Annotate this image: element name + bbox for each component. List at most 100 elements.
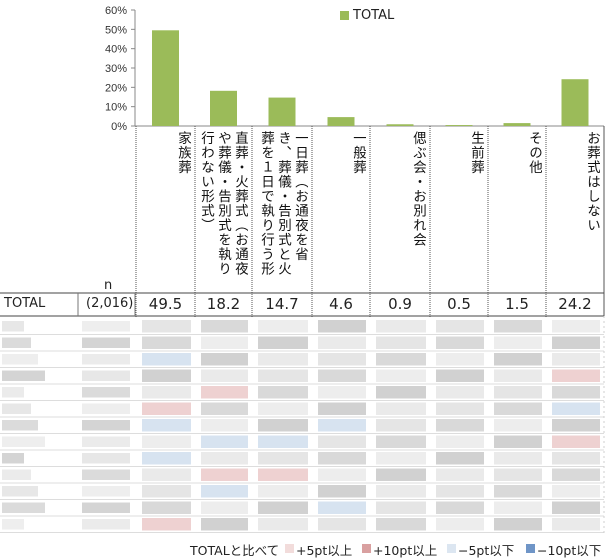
legend-swatch-minus5 <box>447 544 456 553</box>
blurred-cell <box>494 518 542 531</box>
category-label-4: 一般葬 <box>350 131 366 175</box>
blurred-cell <box>318 336 366 349</box>
blurred-cell <box>494 435 542 448</box>
blurred-cell <box>552 402 600 415</box>
blurred-cell <box>201 485 248 498</box>
bar-2 <box>210 90 237 126</box>
blurred-cell <box>318 468 366 481</box>
y-tick-label: 50% <box>105 24 127 36</box>
blurred-cell <box>436 435 484 448</box>
blurred-cell <box>436 369 484 382</box>
bar-7 <box>503 123 531 126</box>
blurred-cell <box>376 485 426 498</box>
blurred-cell <box>552 452 600 465</box>
blurred-cell <box>552 353 600 366</box>
highlight-legend-intro: TOTALと比べて <box>190 543 280 558</box>
legend-label-plus5: +5pt以上 <box>296 543 353 558</box>
table-grid <box>0 126 605 317</box>
blurred-cell <box>318 419 366 432</box>
blurred-cell <box>142 468 191 481</box>
blurred-cell <box>494 386 542 399</box>
blurred-subgroup-rows <box>0 316 605 536</box>
blurred-row-label <box>2 354 38 365</box>
blurred-row-label <box>2 502 45 513</box>
blurred-cell <box>142 419 191 432</box>
blurred-cell <box>494 369 542 382</box>
blurred-cell <box>201 386 248 399</box>
blurred-cell <box>258 386 308 399</box>
blurred-cell <box>142 402 191 415</box>
legend-label-minus5: −5pt以下 <box>458 543 515 558</box>
blurred-cell <box>142 435 191 448</box>
blurred-cell <box>318 369 366 382</box>
total-row-label: TOTAL <box>4 296 46 311</box>
blurred-n-cell <box>82 486 130 497</box>
blurred-cell <box>376 419 426 432</box>
blurred-cell <box>376 435 426 448</box>
blurred-cell <box>552 485 600 498</box>
blurred-n-cell <box>82 387 130 398</box>
blurred-row-label <box>2 436 45 447</box>
category-label-2: 直葬・火葬式（お通夜や葬儀・告別式を執り行わない形式） <box>201 131 248 276</box>
blurred-cell <box>201 320 248 333</box>
blurred-n-cell <box>82 453 130 464</box>
blurred-cell <box>376 518 426 531</box>
blurred-cell <box>258 518 308 531</box>
blurred-row-label <box>2 486 38 497</box>
y-tick-label: 40% <box>105 44 127 56</box>
total-value-2: 18.2 <box>206 295 241 313</box>
legend-label-minus10: −10pt以下 <box>537 543 602 558</box>
blurred-cell <box>552 468 600 481</box>
blurred-cell <box>436 468 484 481</box>
blurred-cell <box>201 452 248 465</box>
blurred-cell <box>552 386 600 399</box>
blurred-cell <box>201 369 248 382</box>
blurred-row-label <box>2 519 24 530</box>
blurred-cell <box>436 485 484 498</box>
blurred-cell <box>376 501 426 514</box>
blurred-n-cell <box>82 321 130 332</box>
bar-1 <box>152 30 179 126</box>
blurred-cell <box>376 468 426 481</box>
legend-swatch-plus10 <box>362 544 371 553</box>
blurred-cell <box>201 353 248 366</box>
blurred-cell <box>318 435 366 448</box>
blurred-cell <box>376 402 426 415</box>
total-value-8: 24.2 <box>558 295 592 313</box>
blurred-cell <box>201 518 248 531</box>
legend-label-plus10: +10pt以上 <box>373 543 438 558</box>
blurred-cell <box>258 320 308 333</box>
blurred-cell <box>258 353 308 366</box>
bar-4 <box>327 117 355 126</box>
blurred-cell <box>318 501 366 514</box>
blurred-cell <box>552 320 600 333</box>
blurred-cell <box>258 435 308 448</box>
blurred-cell <box>318 402 366 415</box>
blurred-cell <box>258 468 308 481</box>
blurred-cell <box>142 336 191 349</box>
blurred-cell <box>552 419 600 432</box>
blurred-cell <box>376 386 426 399</box>
blurred-cell <box>318 353 366 366</box>
category-label-6: 生前葬 <box>468 131 484 175</box>
highlight-legend: TOTALと比べて +5pt以上 +10pt以上 −5pt以下 −10pt以下 <box>0 536 606 558</box>
blurred-cell <box>142 485 191 498</box>
blurred-cell <box>436 452 484 465</box>
blurred-cell <box>318 386 366 399</box>
blurred-cell <box>494 419 542 432</box>
total-value-3: 14.7 <box>265 295 299 313</box>
blurred-n-cell <box>82 502 130 513</box>
legend-swatch-plus5 <box>285 544 294 553</box>
blurred-row-label <box>2 469 31 480</box>
blurred-n-cell <box>82 403 130 414</box>
blurred-cell <box>201 435 248 448</box>
blurred-cell <box>436 419 484 432</box>
blurred-cell <box>494 402 542 415</box>
blurred-cell <box>436 402 484 415</box>
bar-layer <box>152 30 589 126</box>
blurred-cell <box>201 336 248 349</box>
blurred-cell <box>258 336 308 349</box>
blurred-row-label <box>2 403 31 414</box>
bar-6 <box>445 125 473 126</box>
blurred-cell <box>258 501 308 514</box>
